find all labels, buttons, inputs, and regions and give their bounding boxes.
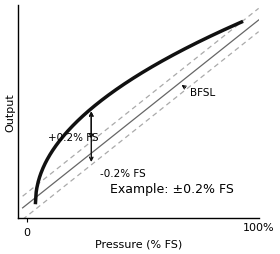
Text: Example: ±0.2% FS: Example: ±0.2% FS	[110, 183, 234, 196]
Text: +0.2% FS: +0.2% FS	[48, 132, 99, 142]
Text: BFSL: BFSL	[190, 88, 215, 98]
Text: 100%: 100%	[243, 222, 274, 232]
Text: -0.2% FS: -0.2% FS	[100, 169, 146, 179]
Y-axis label: Output: Output	[6, 92, 16, 131]
X-axis label: Pressure (% FS): Pressure (% FS)	[95, 239, 182, 248]
